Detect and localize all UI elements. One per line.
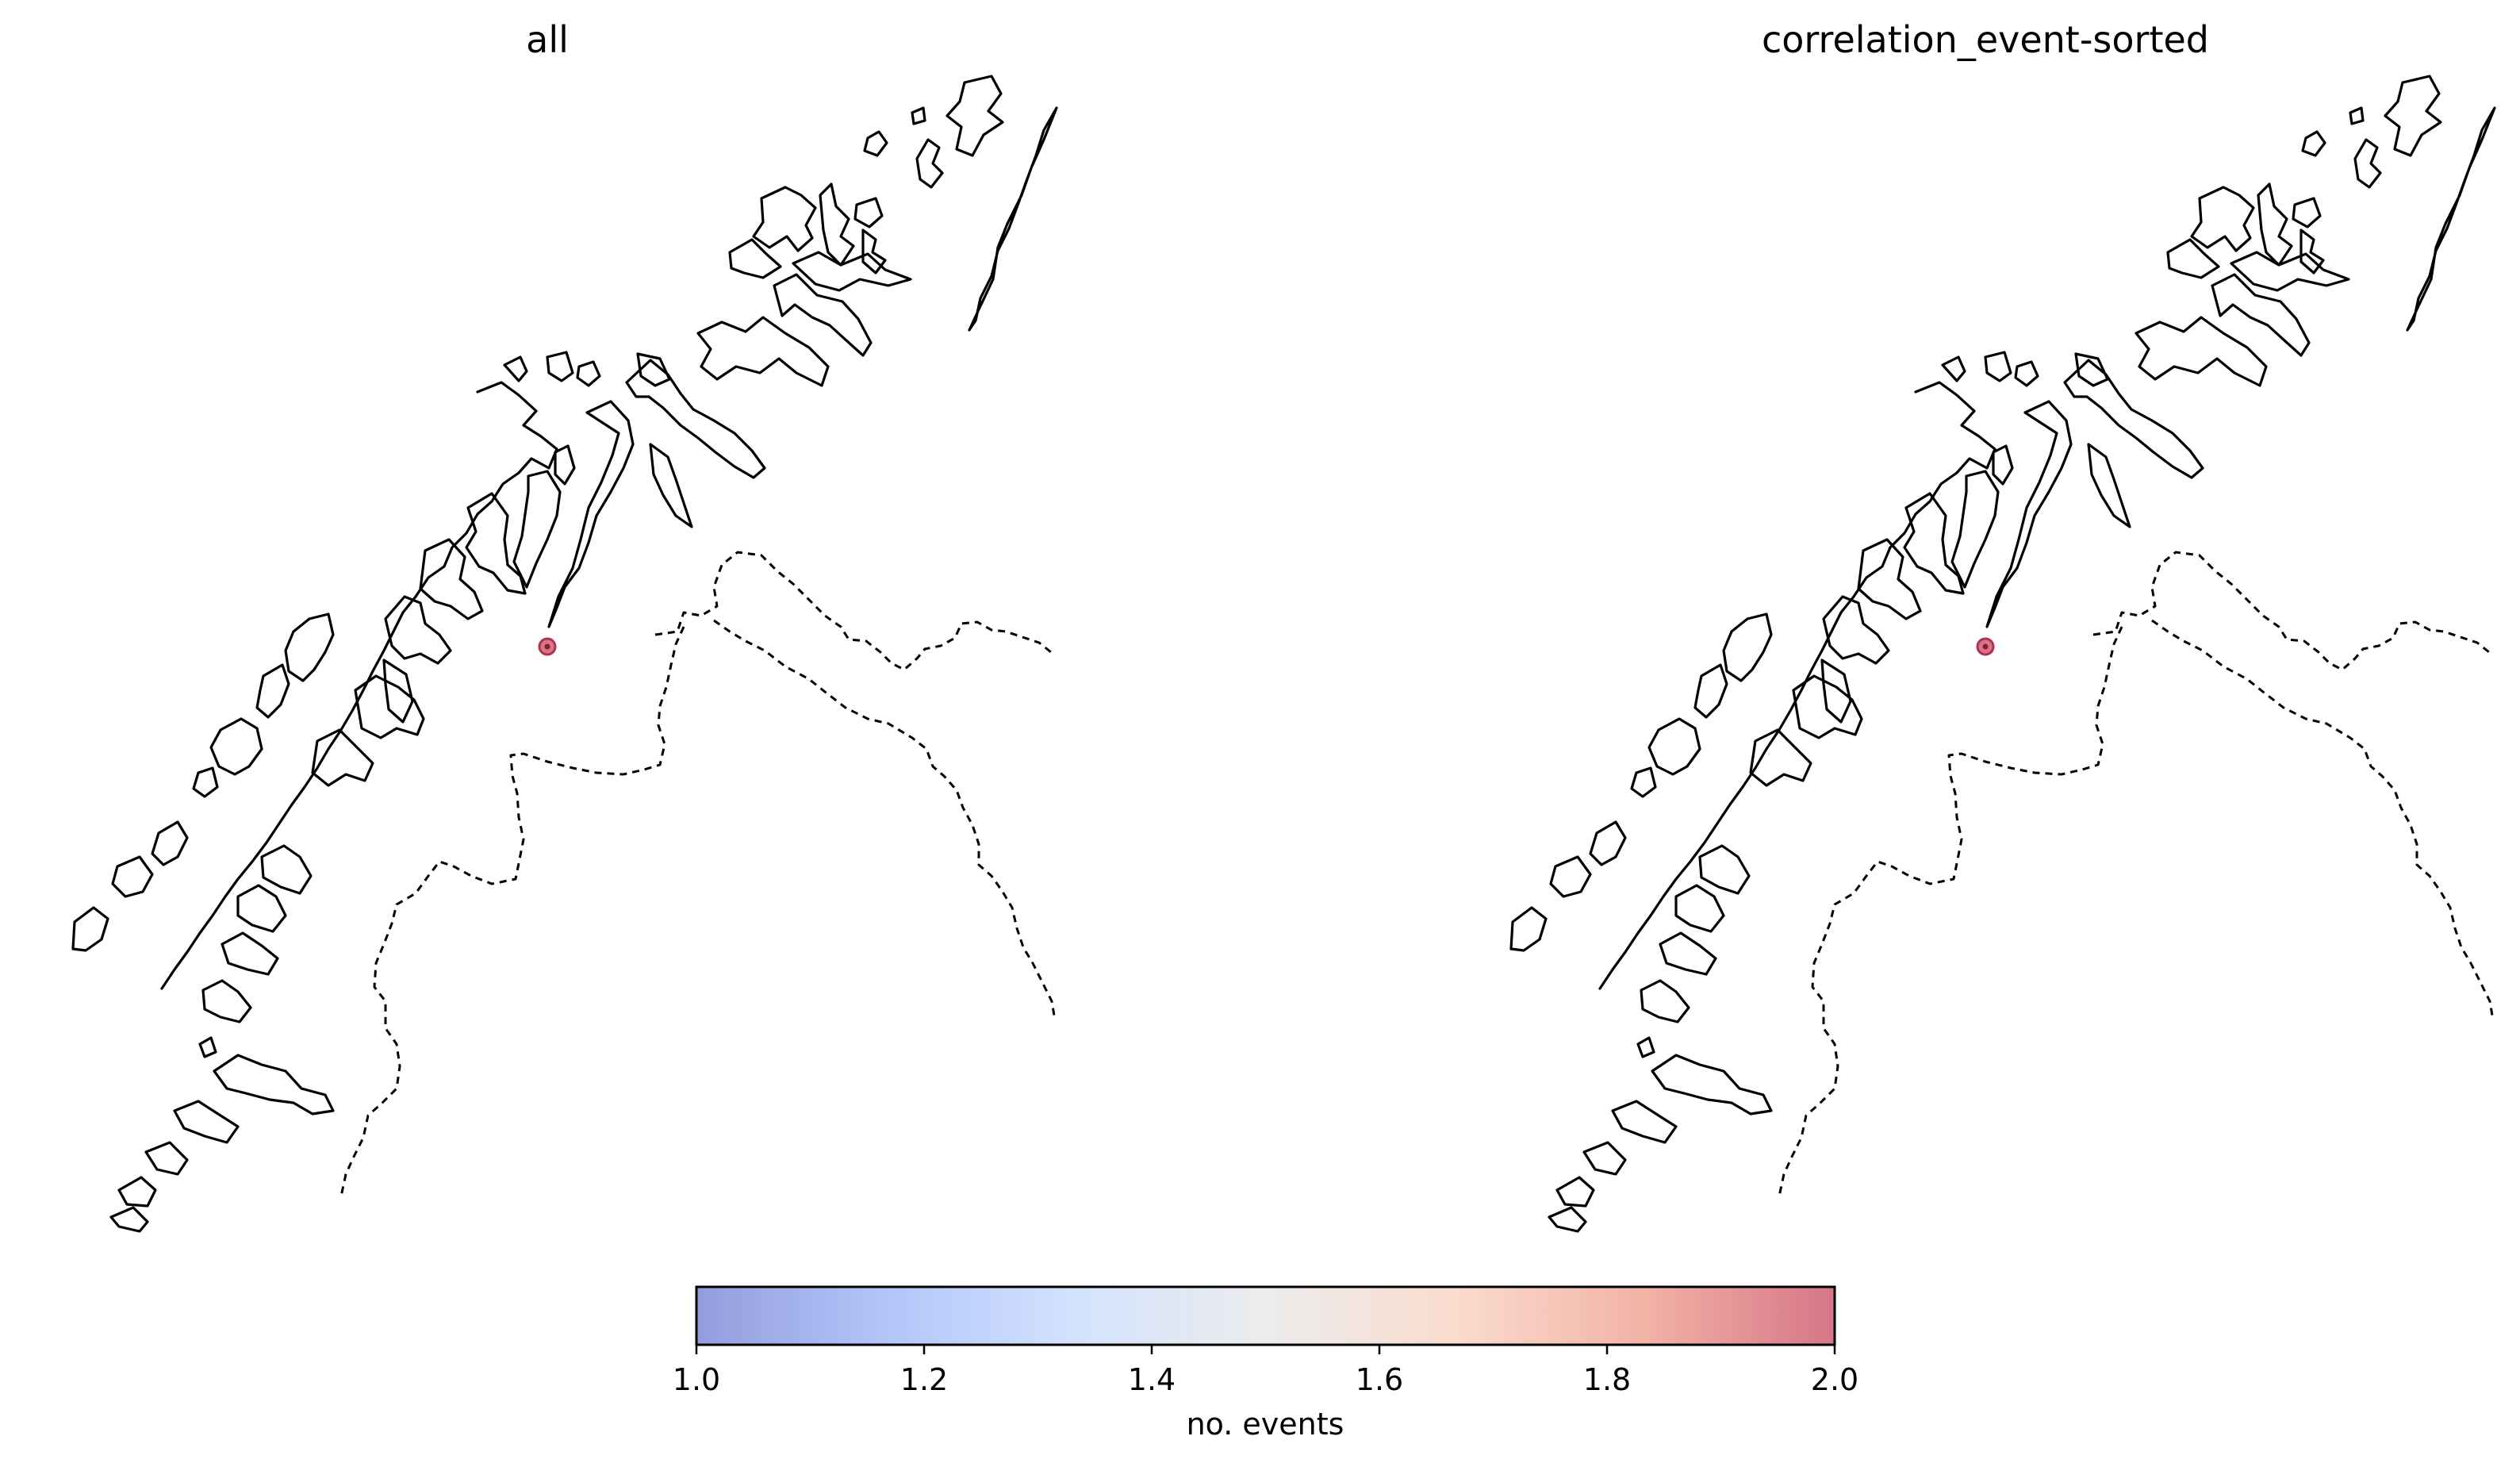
colorbar-frame <box>695 1285 1836 1346</box>
event-marker <box>538 637 557 656</box>
colorbar-tick-label: 1.2 <box>900 1362 948 1397</box>
map-panel-correlation-event-sorted: correlation_event-sorted <box>1509 18 2496 1233</box>
colorbar-tick-label: 1.8 <box>1583 1362 1631 1397</box>
colorbar-tick-label: 1.0 <box>673 1362 720 1397</box>
panel-title: all <box>526 18 569 61</box>
coastline <box>1509 75 2496 1233</box>
panel-title: correlation_event-sorted <box>1762 18 2209 61</box>
colorbar-label: no. events <box>1187 1407 1344 1442</box>
event-marker <box>1976 637 1995 656</box>
colorbar-gradient <box>696 1287 1835 1345</box>
colorbar-tick-label: 1.6 <box>1356 1362 1403 1397</box>
colorbar: 1.0 1.2 1.4 1.6 1.8 2.0 no. events <box>673 1285 1858 1442</box>
map-panel-all: all <box>71 18 1058 1233</box>
colorbar-tick-label: 2.0 <box>1811 1362 1858 1397</box>
colorbar-ticks: 1.0 1.2 1.4 1.6 1.8 2.0 <box>673 1345 1858 1397</box>
coastline <box>71 75 1058 1233</box>
colorbar-tick-label: 1.4 <box>1128 1362 1176 1397</box>
